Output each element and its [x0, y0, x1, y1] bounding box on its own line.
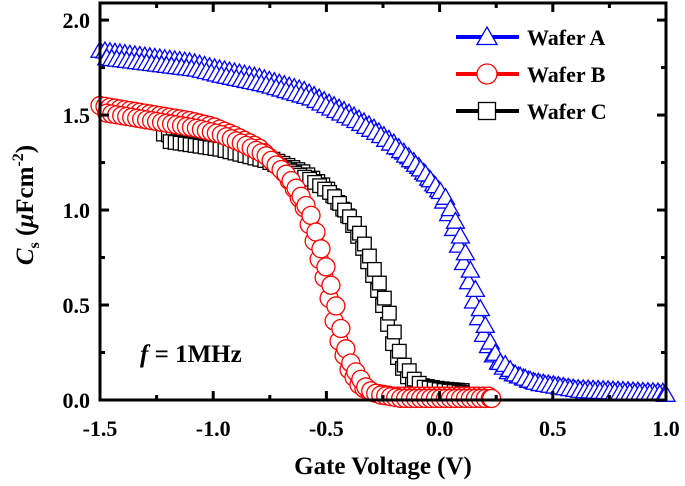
x-tick-label: 0.5	[539, 416, 567, 441]
legend-item-wafer-a: Wafer A	[456, 25, 606, 50]
data-point	[366, 261, 382, 277]
data-point	[311, 239, 331, 259]
data-point	[440, 198, 461, 217]
data-point	[386, 324, 402, 340]
legend-label: Wafer C	[527, 99, 607, 124]
data-point	[306, 222, 326, 242]
y-tick-label: 0.0	[63, 388, 91, 413]
data-point	[331, 318, 351, 339]
x-tick-label: 0.0	[426, 416, 454, 441]
data-point	[361, 248, 377, 264]
legend-label: Wafer A	[527, 25, 606, 50]
legend-item-wafer-c: Wafer C	[456, 99, 607, 124]
data-point	[326, 296, 346, 316]
data-point	[301, 205, 321, 226]
x-tick-label: -1.0	[196, 416, 231, 441]
y-tick-label: 1.5	[63, 103, 91, 128]
data-point	[321, 275, 341, 295]
data-point	[465, 279, 486, 297]
data-point	[371, 275, 387, 291]
data-point	[445, 211, 466, 229]
frequency-annotation: f = 1MHz	[140, 341, 242, 368]
x-tick-label: 1.0	[652, 416, 680, 441]
x-axis-label: Gate Voltage (V)	[294, 453, 472, 480]
y-tick-label: 1.0	[63, 198, 91, 223]
legend-marker-square-icon	[477, 101, 497, 121]
legend-marker-circle-icon	[476, 63, 498, 85]
data-marks	[89, 40, 677, 409]
y-tick-label: 0.5	[63, 293, 91, 318]
x-tick-label: -0.5	[309, 416, 344, 441]
data-point	[475, 315, 496, 333]
data-point	[381, 305, 397, 321]
data-point	[391, 343, 407, 359]
series-wafer-a	[89, 40, 677, 402]
legend: Wafer A Wafer B Wafer C	[456, 25, 607, 124]
data-point	[376, 290, 392, 306]
y-axis-label: Cs (μFcm-2)	[10, 145, 43, 265]
series-wafer-b	[90, 95, 502, 409]
legend-label: Wafer B	[527, 62, 606, 87]
y-tick-label: 2.0	[63, 8, 91, 33]
data-point	[455, 242, 476, 261]
data-point	[460, 260, 481, 278]
axis-ticks: -1.5 -1.0 -0.5 0.0 0.5 1.0 0.0 0.5 1.0 1.5 2.0	[63, 3, 680, 441]
data-point	[470, 298, 491, 317]
data-point	[482, 388, 502, 409]
x-tick-label: -1.5	[83, 416, 118, 441]
legend-marker-triangle-icon	[475, 25, 499, 46]
data-point	[450, 225, 471, 244]
data-point	[316, 257, 336, 277]
legend-item-wafer-b: Wafer B	[456, 62, 606, 87]
